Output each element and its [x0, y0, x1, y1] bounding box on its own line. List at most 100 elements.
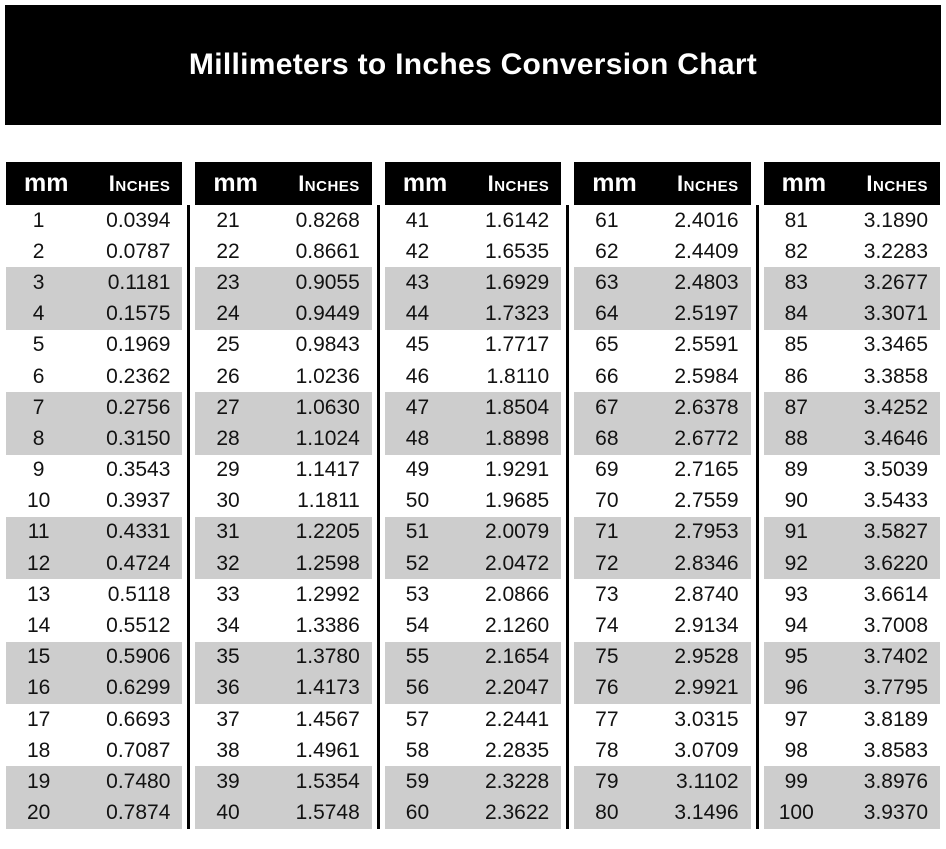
- mm-value: 40: [216, 801, 240, 825]
- mm-value: 100: [778, 801, 814, 825]
- inches-value: 3.4252: [863, 395, 929, 419]
- mm-value: 92: [784, 551, 808, 575]
- inches-value: 3.8189: [863, 707, 929, 731]
- inches-value: 3.0315: [674, 707, 739, 731]
- table-row: 98 3.8583: [764, 735, 940, 766]
- mm-value: 65: [595, 333, 619, 357]
- table-row: 60 2.3622: [384, 797, 562, 829]
- inches-value: 0.3937: [106, 489, 171, 513]
- inches-value: 2.5984: [674, 364, 739, 388]
- inches-value: 1.4961: [295, 738, 360, 762]
- inches-value: 3.2677: [863, 270, 929, 294]
- inches-value: 0.9055: [295, 270, 360, 294]
- mm-value: 45: [405, 333, 430, 357]
- table-row: 22 0.8661: [195, 236, 371, 267]
- inches-value: 3.3858: [863, 364, 929, 388]
- table-row: 14 0.5512: [6, 610, 182, 641]
- table-row: 6 0.2362: [6, 361, 182, 392]
- conversion-table-4: mm Inches 61 2.4016 62 2.4409 63 2.4803 64 2.51…: [574, 162, 751, 829]
- mm-value: 14: [26, 614, 51, 638]
- table-row: 33 1.2992: [195, 579, 371, 610]
- inches-value: 1.5354: [295, 769, 360, 793]
- inches-value: 1.5748: [295, 801, 360, 825]
- table-row: 68 2.6772: [574, 423, 751, 455]
- table-divider: [376, 205, 380, 829]
- mm-value: 83: [784, 270, 808, 294]
- title-banner: Millimeters to Inches Conversion Chart: [5, 5, 941, 125]
- mm-value: 31: [216, 520, 240, 544]
- table-row: 86 3.3858: [764, 361, 940, 392]
- mm-value: 57: [405, 707, 430, 731]
- mm-header-label: mm: [781, 169, 827, 197]
- mm-value: 42: [405, 239, 430, 263]
- table-row: 93 3.6614: [764, 579, 940, 610]
- mm-value: 73: [595, 582, 619, 606]
- table-row: 44 1.7323: [384, 298, 562, 330]
- mm-value: 58: [405, 738, 430, 762]
- inches-value: 0.0787: [106, 239, 171, 263]
- inches-value: 1.2992: [295, 582, 360, 606]
- inches-value: 2.1654: [484, 645, 550, 669]
- mm-value: 2: [32, 239, 45, 263]
- inches-value: 0.7874: [106, 801, 171, 825]
- table-row: 79 3.1102: [574, 766, 751, 798]
- mm-value: 91: [784, 520, 808, 544]
- mm-value: 10: [26, 489, 51, 513]
- inches-value: 2.4803: [674, 270, 739, 294]
- inches-header-label: Inches: [866, 170, 929, 196]
- mm-value: 59: [405, 769, 430, 793]
- mm-value: 15: [26, 645, 51, 669]
- inches-value: 0.1181: [107, 270, 171, 294]
- table-row: 43 1.6929: [384, 267, 562, 299]
- table-row: 17 0.6693: [6, 704, 182, 735]
- table-row: 89 3.5039: [764, 455, 940, 486]
- table-row: 73 2.8740: [574, 579, 750, 610]
- inches-value: 2.7165: [674, 458, 739, 482]
- inches-value: 1.8898: [484, 426, 550, 450]
- inches-value: 0.6693: [106, 707, 171, 731]
- table-row: 76 2.9921: [574, 672, 751, 704]
- mm-value: 46: [405, 364, 430, 388]
- mm-value: 48: [405, 426, 430, 450]
- inches-value: 1.4567: [295, 707, 360, 731]
- inches-value: 3.1102: [675, 769, 739, 793]
- mm-value: 16: [26, 676, 51, 700]
- table-row: 13 0.5118: [6, 579, 182, 610]
- inches-value: 1.8504: [484, 395, 550, 419]
- table-row: 94 3.7008: [764, 610, 940, 641]
- table-row: 66 2.5984: [574, 361, 750, 392]
- inches-value: 1.8110: [486, 364, 550, 388]
- inches-value: 3.3071: [863, 302, 929, 326]
- inches-value: 0.1969: [106, 333, 171, 357]
- inches-value: 2.2047: [484, 676, 550, 700]
- mm-value: 80: [595, 801, 619, 825]
- mm-value: 55: [405, 645, 430, 669]
- page: { "title": "Millimeters to Inches Conver…: [0, 5, 946, 849]
- inches-value: 0.9843: [295, 333, 360, 357]
- mm-value: 27: [216, 395, 240, 419]
- mm-value: 35: [216, 645, 240, 669]
- mm-value: 25: [216, 333, 240, 357]
- inches-value: 0.6299: [106, 676, 171, 700]
- mm-value: 26: [216, 364, 240, 388]
- table-row: 42 1.6535: [385, 236, 561, 267]
- mm-value: 95: [784, 645, 808, 669]
- inches-value: 2.5197: [674, 302, 739, 326]
- table-row: 64 2.5197: [574, 298, 751, 330]
- mm-value: 52: [405, 551, 430, 575]
- mm-value: 68: [595, 426, 619, 450]
- mm-header-label: mm: [592, 169, 637, 197]
- inches-value: 3.1890: [863, 208, 929, 232]
- inches-value: 1.0630: [295, 395, 360, 419]
- mm-value: 88: [784, 426, 808, 450]
- inches-value: 1.3780: [295, 645, 360, 669]
- table-row: 47 1.8504: [384, 392, 562, 424]
- mm-header-label: mm: [213, 169, 258, 197]
- inches-value: 0.7480: [106, 769, 171, 793]
- table-row: 8 0.3150: [6, 423, 183, 455]
- mm-value: 51: [405, 520, 430, 544]
- inches-value: 1.0236: [295, 364, 360, 388]
- inches-header-label: Inches: [487, 170, 550, 196]
- inches-value: 0.5118: [107, 582, 171, 606]
- inches-value: 0.4724: [106, 551, 171, 575]
